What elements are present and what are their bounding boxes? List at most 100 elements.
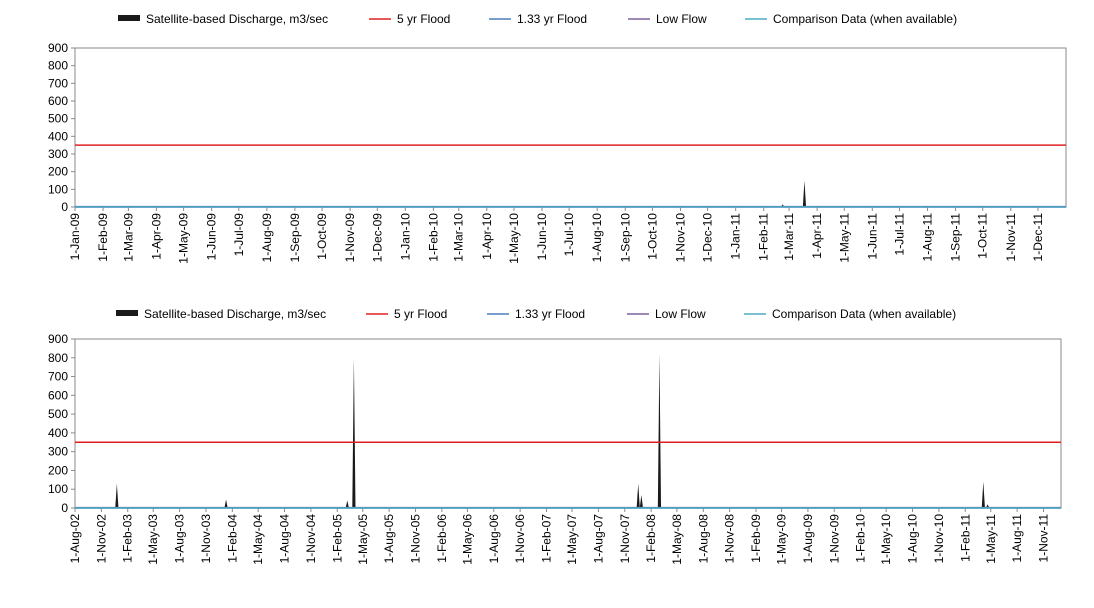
x-tick-label: 1-Feb-11 [757,213,771,261]
x-tick-label: 1-Jan-10 [398,213,412,261]
y-tick-label: 700 [48,76,68,90]
x-tick-label: 1-Nov-11 [1037,514,1051,563]
y-axis: 0 100 200 300 400 500 600 700 800 900 [48,332,75,515]
y-tick-label: 500 [48,112,68,126]
legend-item: 5 yr Flood [366,307,447,321]
legend-item: Satellite-based Discharge, m3/sec [116,307,326,321]
x-tick-label: 1-Feb-07 [540,514,554,563]
x-tick-label: 1-Aug-07 [591,514,605,564]
x-tick-label: 1-May-03 [146,514,160,565]
x-tick-label: 1-May-09 [177,213,191,264]
y-tick-label: 800 [48,351,68,365]
x-tick-label: 1-Feb-05 [330,514,344,563]
legend-label: Low Flow [656,12,707,26]
discharge-chart-top-svg: Satellite-based Discharge, m3/sec 5 yr Fl… [48,12,1067,264]
x-tick-label: 1-Nov-09 [827,514,841,564]
x-tick-label: 1-Mar-11 [782,213,796,261]
x-tick-label: 1-Jul-10 [562,213,576,257]
discharge-spike [224,499,228,508]
x-tick-label: 1-Apr-10 [480,213,494,260]
legend: Satellite-based Discharge, m3/sec 5 yr Fl… [116,307,956,321]
y-tick-label: 100 [48,482,68,496]
legend-label: Satellite-based Discharge, m3/sec [144,307,326,321]
x-tick-label: 1-Mar-09 [121,213,135,262]
discharge-spike [639,494,643,508]
y-tick-label: 900 [48,332,68,346]
y-tick-label: 0 [61,501,68,515]
discharge-spike [636,483,640,508]
y-tick-label: 100 [48,182,68,196]
legend-label: 1.33 yr Flood [515,307,585,321]
x-tick-label: 1-Feb-03 [121,514,135,563]
x-tick-label: 1-Jan-11 [729,213,743,260]
y-tick-label: 200 [48,165,68,179]
x-tick-label: 1-Feb-11 [958,514,972,562]
plot-area [74,47,1067,208]
x-tick-label: 1-Nov-11 [1004,213,1018,262]
x-tick-label: 1-Nov-09 [343,213,357,263]
x-tick-label: 1-Feb-08 [644,514,658,563]
y-tick-label: 300 [48,147,68,161]
x-tick-label: 1-Jun-11 [865,213,879,260]
x-tick-label: 1-Mar-10 [452,213,466,262]
x-tick-label: 1-Nov-07 [618,514,632,564]
y-tick-label: 900 [48,41,68,55]
x-tick-label: 1-Jul-11 [892,213,906,256]
discharge-chart-top: Satellite-based Discharge, m3/sec 5 yr Fl… [0,0,1094,300]
legend-label: 1.33 yr Flood [517,12,587,26]
x-tick-label: 1-May-06 [460,514,474,565]
y-tick-label: 700 [48,370,68,384]
x-tick-label: 1-Nov-05 [409,514,423,564]
discharge-chart-bottom-svg: Satellite-based Discharge, m3/sec 5 yr Fl… [48,307,1062,565]
x-tick-label: 1-Sep-09 [288,213,302,263]
x-tick-label: 1-Dec-09 [370,213,384,263]
x-tick-label: 1-Feb-04 [225,514,239,563]
x-tick-label: 1-Aug-09 [260,213,274,263]
discharge-spike [802,180,807,207]
x-tick-label: 1-May-07 [565,514,579,565]
x-tick-label: 1-Aug-02 [68,514,82,564]
x-tick-label: 1-Nov-06 [513,514,527,564]
x-tick-label: 1-Nov-03 [199,514,213,564]
legend-label: Satellite-based Discharge, m3/sec [146,12,328,26]
legend-item: Comparison Data (when available) [745,12,957,26]
x-tick-label: 1-Nov-10 [673,213,687,263]
x-tick-label: 1-Feb-09 [749,514,763,563]
x-tick-label: 1-Feb-10 [854,514,868,563]
y-tick-label: 0 [61,200,68,214]
y-tick-label: 300 [48,445,68,459]
x-tick-label: 1-May-05 [356,514,370,565]
discharge-chart-bottom: Satellite-based Discharge, m3/sec 5 yr Fl… [0,300,1094,608]
legend-label: Low Flow [655,307,706,321]
discharge-spike [981,481,985,508]
legend-item: Satellite-based Discharge, m3/sec [118,12,328,26]
x-tick-label: 1-Aug-11 [1010,514,1024,563]
x-tick-label: 1-Aug-11 [921,213,935,262]
x-tick-label: 1-Aug-09 [801,514,815,564]
x-tick-label: 1-Sep-10 [618,213,632,263]
plot-area [74,338,1062,509]
x-tick-label: 1-Jan-09 [68,213,82,261]
x-tick-label: 1-Nov-04 [304,514,318,564]
y-tick-label: 200 [48,463,68,477]
x-tick-label: 1-Aug-03 [173,514,187,564]
reference-lines [75,441,1061,509]
x-tick-label: 1-Oct-11 [976,213,990,259]
x-tick-label: 1-Feb-09 [96,213,110,262]
legend-label: 5 yr Flood [397,12,450,26]
legend-item: 1.33 yr Flood [487,307,585,321]
legend-label: Comparison Data (when available) [772,307,956,321]
x-tick-label: 1-Feb-06 [435,514,449,563]
x-tick-label: 1-May-11 [984,514,998,564]
x-tick-label: 1-Dec-10 [701,213,715,263]
x-tick-label: 1-Aug-08 [696,514,710,564]
x-axis: 1-Aug-02 1-Nov-02 1-Feb-03 1-May-03 1-Aug-03… [68,508,1051,565]
legend: Satellite-based Discharge, m3/sec 5 yr Fl… [118,12,957,26]
x-tick-label: 1-Jun-10 [535,213,549,261]
x-tick-label: 1-May-10 [507,213,521,264]
x-tick-label: 1-Jun-09 [205,213,219,261]
y-tick-label: 600 [48,388,68,402]
x-tick-label: 1-May-08 [670,514,684,565]
x-tick-label: 1-May-11 [837,213,851,263]
x-tick-label: 1-Aug-10 [906,514,920,564]
